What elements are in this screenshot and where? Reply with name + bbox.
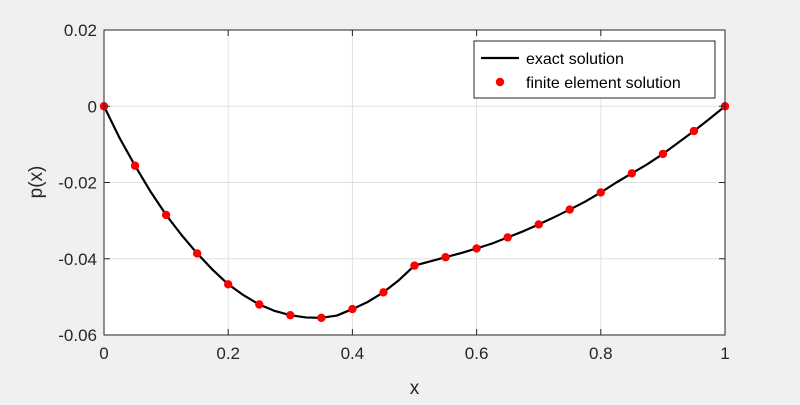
x-axis-label: x bbox=[410, 378, 420, 399]
fem-point bbox=[410, 261, 419, 270]
fem-point bbox=[596, 188, 605, 197]
fem-point bbox=[627, 169, 637, 178]
legend-marker-swatch bbox=[495, 77, 505, 87]
tick-labels: 0 0.2 0.4 0.6 0.8 1 -0.06 -0.04 -0.02 0 0.02 bbox=[58, 21, 729, 363]
x-tick-label: 0.8 bbox=[589, 344, 613, 363]
y-tick-label: 0.02 bbox=[64, 21, 97, 40]
fem-point bbox=[192, 249, 202, 258]
fem-point bbox=[286, 310, 295, 320]
fem-point bbox=[348, 304, 357, 314]
y-tick-label: -0.04 bbox=[58, 250, 97, 269]
fem-point bbox=[317, 313, 326, 323]
x-tick-label: 0.6 bbox=[465, 344, 489, 363]
legend-label-exact: exact solution bbox=[526, 51, 624, 68]
legend-label-fem: finite element solution bbox=[526, 75, 681, 92]
fem-point bbox=[658, 149, 668, 159]
fem-point bbox=[441, 253, 450, 262]
fem-point bbox=[161, 210, 171, 220]
legend-box bbox=[473, 40, 716, 99]
x-tick-label: 0.2 bbox=[216, 344, 240, 363]
y-tick-label: 0 bbox=[88, 97, 97, 116]
y-tick-label: -0.02 bbox=[58, 174, 97, 193]
y-axis-label: p(x) bbox=[26, 166, 47, 199]
fem-point bbox=[255, 300, 264, 309]
legend: exact solution finite element solution bbox=[473, 40, 716, 99]
fem-point bbox=[472, 244, 481, 253]
fem-point bbox=[503, 233, 512, 242]
fem-point bbox=[534, 220, 543, 229]
fem-point bbox=[689, 126, 699, 136]
x-tick-label: 0 bbox=[99, 344, 108, 363]
series-layer bbox=[99, 102, 730, 323]
x-tick-label: 1 bbox=[720, 344, 729, 363]
fem-point bbox=[130, 161, 140, 170]
fem-point bbox=[224, 280, 233, 289]
x-tick-label: 0.4 bbox=[341, 344, 365, 363]
axes bbox=[103, 29, 726, 336]
fem-point bbox=[379, 288, 388, 297]
fem-point bbox=[565, 205, 574, 214]
y-tick-label: -0.06 bbox=[58, 326, 97, 345]
